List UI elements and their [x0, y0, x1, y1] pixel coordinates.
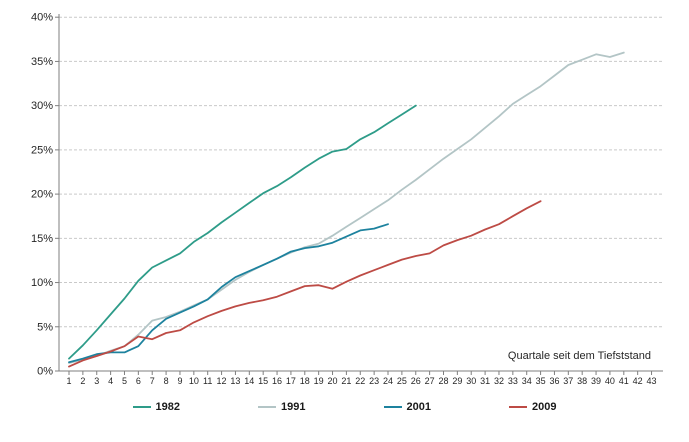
x-tick-label: 35: [536, 376, 546, 386]
x-tick-label: 2: [80, 376, 85, 386]
legend-item-2001: 2001: [383, 401, 431, 413]
x-tick-label: 38: [577, 376, 587, 386]
x-tick-label: 23: [369, 376, 379, 386]
x-tick-label: 18: [300, 376, 310, 386]
x-tick-label: 3: [94, 376, 99, 386]
x-tick-label: 28: [438, 376, 448, 386]
legend-label-2009: 2009: [531, 401, 557, 413]
y-tick-label: 5%: [37, 321, 53, 333]
y-tick-label: 15%: [31, 233, 53, 245]
legend-swatch-1991: [258, 406, 277, 408]
x-tick-label: 4: [108, 376, 113, 386]
x-tick-label: 16: [272, 376, 282, 386]
x-tick-label: 5: [122, 376, 127, 386]
x-tick-label: 6: [136, 376, 141, 386]
plot-root: 0%5%10%15%20%25%30%35%40%1 2 3 4 5 6 7 8 9 10 11 12…: [31, 12, 663, 386]
legend-label-2001: 2001: [406, 401, 431, 413]
x-tick-label: 37: [563, 376, 573, 386]
x-tick-label: 13: [230, 376, 240, 386]
legend: 1982 1991 2001 2009: [0, 401, 689, 413]
x-tick-label: 7: [150, 376, 155, 386]
series-line-1982: [68, 104, 417, 360]
series-line-1991: [68, 51, 625, 364]
y-tick-label: 35%: [31, 56, 53, 68]
x-tick-label: 11: [203, 376, 212, 386]
legend-swatch-2009: [508, 406, 527, 408]
x-tick-label: 9: [177, 376, 182, 386]
x-tick-label: 41: [619, 376, 629, 386]
series-line-2009: [68, 200, 542, 368]
x-tick-label: 42: [633, 376, 643, 386]
x-tick-label: 19: [314, 376, 324, 386]
x-tick-label: 22: [355, 376, 365, 386]
legend-swatch-2001: [383, 406, 402, 408]
x-tick-label: 12: [217, 376, 227, 386]
x-tick-label: 34: [522, 376, 532, 386]
x-tick-label: 8: [164, 376, 169, 386]
x-tick-label: 43: [647, 376, 657, 386]
y-tick-label: 25%: [31, 144, 53, 156]
y-tick-label: 30%: [31, 100, 53, 112]
x-tick-label: 21: [341, 376, 351, 386]
x-tick-label: 24: [383, 376, 393, 386]
x-tick-label: 29: [452, 376, 462, 386]
x-tick-label: 27: [425, 376, 435, 386]
y-tick-label: 0%: [37, 366, 53, 378]
legend-item-1982: 1982: [132, 401, 181, 413]
y-tick-label: 20%: [31, 189, 53, 201]
legend-label-1991: 1991: [281, 401, 306, 413]
x-tick-label: 25: [397, 376, 407, 386]
legend-item-1991: 1991: [258, 401, 306, 413]
x-tick-label: 32: [494, 376, 504, 386]
y-tick-label: 10%: [31, 277, 53, 289]
x-tick-label: 26: [411, 376, 421, 386]
x-axis-title: Quartale seit dem Tiefststand: [508, 350, 651, 362]
x-tick-label: 17: [286, 376, 296, 386]
x-tick-label: 40: [605, 376, 615, 386]
x-tick-label: 10: [189, 376, 199, 386]
legend-label-1982: 1982: [155, 401, 181, 413]
legend-swatch-1982: [132, 406, 151, 408]
x-tick-label: 1: [66, 376, 71, 386]
x-tick-label: 31: [480, 376, 490, 386]
series-line-2001: [68, 223, 389, 364]
y-tick-label: 40%: [31, 12, 53, 24]
x-tick-label: 15: [258, 376, 268, 386]
x-tick-label: 30: [466, 376, 476, 386]
x-tick-label: 39: [591, 376, 601, 386]
x-tick-label: 33: [508, 376, 518, 386]
x-tick-label: 36: [549, 376, 559, 386]
x-tick-label: 14: [244, 376, 254, 386]
x-tick-label: 20: [328, 376, 338, 386]
legend-item-2009: 2009: [508, 401, 557, 413]
